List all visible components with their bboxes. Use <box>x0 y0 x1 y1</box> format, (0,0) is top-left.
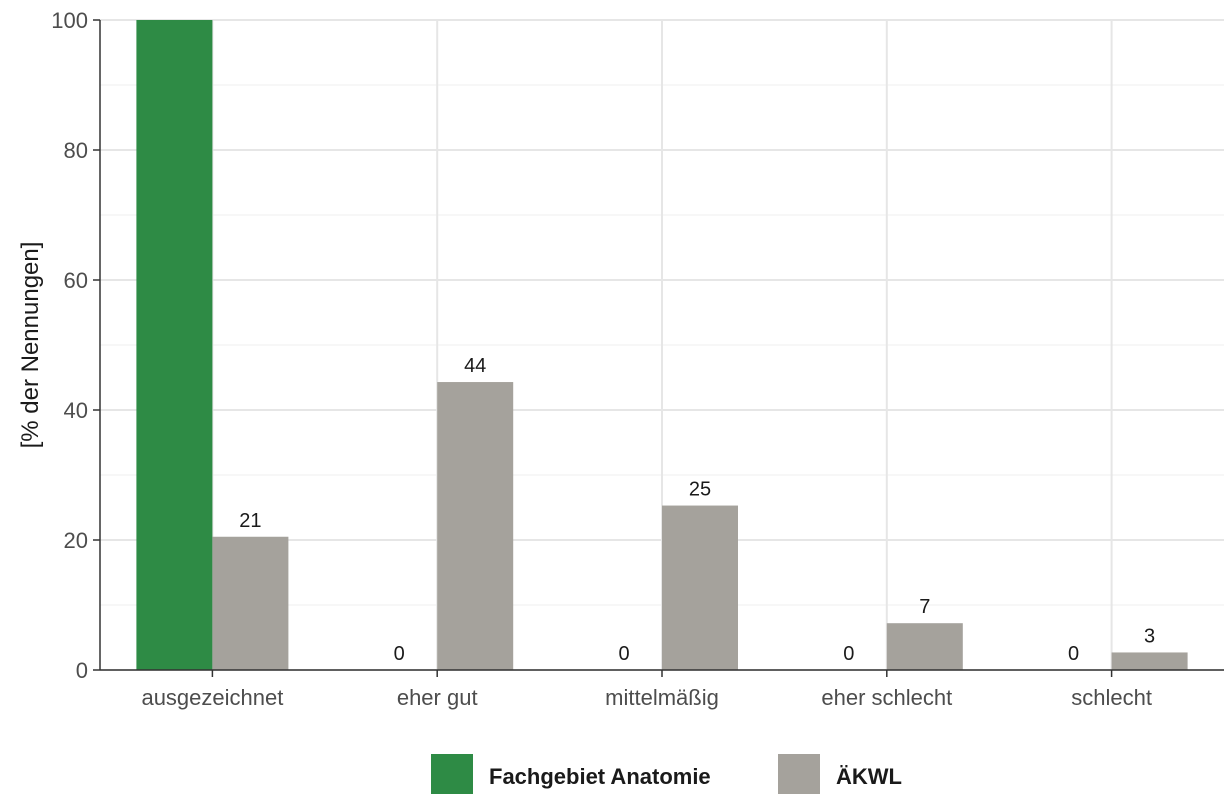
data-label: 7 <box>919 596 930 618</box>
data-label: 44 <box>464 355 486 377</box>
bar-akwl <box>212 536 289 670</box>
data-label: 3 <box>1144 625 1155 647</box>
data-label: 21 <box>239 510 261 532</box>
y-tick-label: 60 <box>64 268 88 293</box>
bars <box>136 20 1188 670</box>
bar-akwl <box>437 382 514 670</box>
data-label: 0 <box>843 643 854 665</box>
data-label: 0 <box>618 643 629 665</box>
bar-fachgebiet-anatomie <box>136 20 213 670</box>
y-tick-label: 0 <box>76 658 88 683</box>
data-label: 0 <box>394 643 405 665</box>
bar-akwl <box>886 623 963 670</box>
legend-label: ÄKWL <box>836 764 902 789</box>
bar-akwl <box>1111 652 1188 670</box>
data-label: 25 <box>689 479 711 501</box>
data-labels: 0 0 0 0 21 44 25 7 3 <box>239 355 1155 665</box>
y-tick-label: 20 <box>64 528 88 553</box>
y-tick-label: 100 <box>51 8 88 33</box>
data-label: 0 <box>1068 643 1079 665</box>
x-tick-label: eher gut <box>397 685 478 710</box>
y-axis-title: [% der Nennungen] <box>17 242 44 449</box>
x-tick-label: schlecht <box>1071 685 1152 710</box>
legend: Fachgebiet Anatomie ÄKWL <box>431 754 902 794</box>
y-tick-label: 40 <box>64 398 88 423</box>
x-tick-label: ausgezeichnet <box>141 685 283 710</box>
legend-label: Fachgebiet Anatomie <box>489 764 711 789</box>
legend-swatch-fachgebiet-anatomie <box>431 754 473 794</box>
x-tick-label: mittelmäßig <box>605 685 719 710</box>
bar-akwl <box>662 505 738 670</box>
y-axis-ticks: 0 20 40 60 80 100 <box>51 8 100 683</box>
x-tick-label: eher schlecht <box>821 685 952 710</box>
y-tick-label: 80 <box>64 138 88 163</box>
x-axis-ticks: ausgezeichnet eher gut mittelmäßig eher sch… <box>141 670 1152 710</box>
legend-swatch-akwl <box>778 754 820 794</box>
